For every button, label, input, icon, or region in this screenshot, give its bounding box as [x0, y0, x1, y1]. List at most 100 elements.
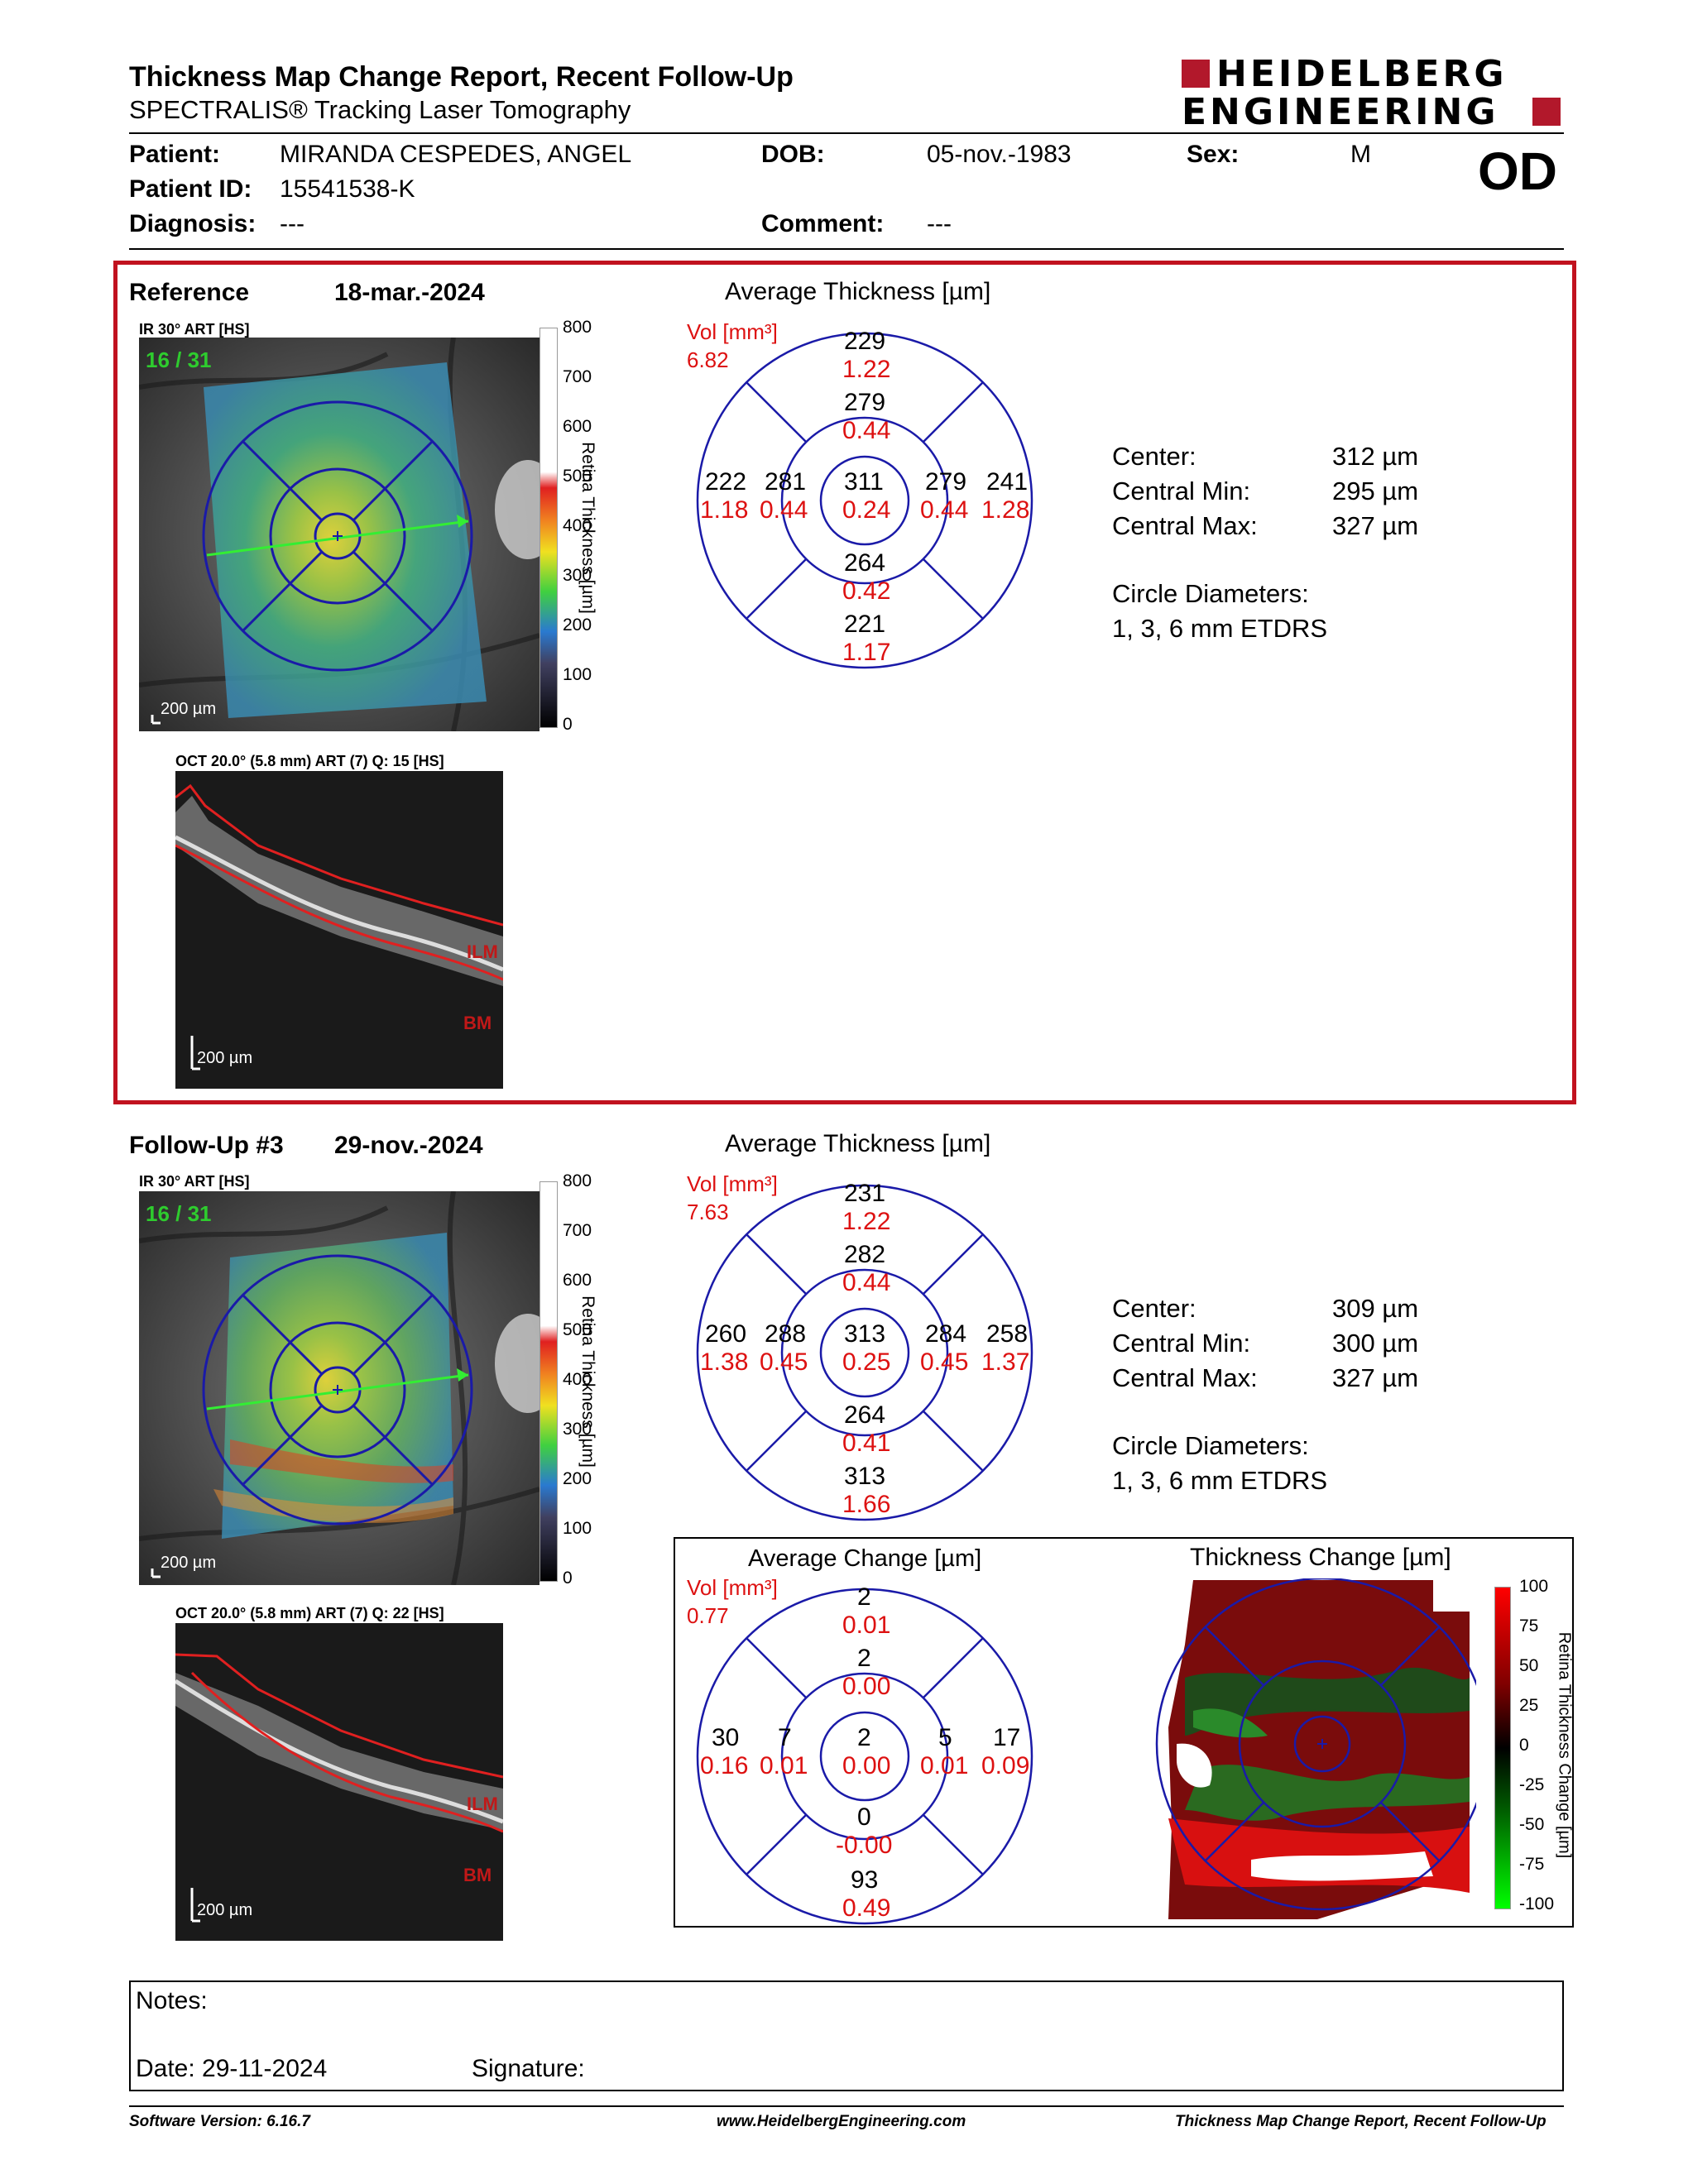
etdrs-outer-bottom-volume: 1.66 — [842, 1491, 891, 1518]
etdrs-inner-top-change: 2 — [857, 1645, 871, 1672]
etdrs-outer-right-volume-change: 0.09 — [981, 1752, 1030, 1779]
etdrs-outer-right-change: 17 — [993, 1724, 1021, 1751]
followup-label: Follow-Up #3 — [129, 1132, 284, 1159]
reference-frame — [113, 261, 1576, 1104]
etdrs-outer-left-volume-change: 0.16 — [700, 1752, 749, 1779]
oct-bscan-image: ILM BM 200 µm — [174, 771, 504, 1089]
etdrs-inner-bottom-change: 0 — [857, 1803, 871, 1831]
etdrs-inner-left-thickness: 288 — [765, 1320, 807, 1348]
etdrs-outer-right-volume: 1.28 — [981, 496, 1030, 524]
change-colorbar-tick: -25 — [1519, 1775, 1545, 1794]
etdrs-grid-reference — [695, 331, 1034, 670]
notes-box — [129, 1980, 1564, 2091]
avg-thickness-title: Average Thickness [µm] — [725, 1130, 991, 1157]
etdrs-outer-right-thickness: 258 — [986, 1320, 1029, 1348]
ir-fundus-image: 16 / 31 200 µm — [138, 1190, 561, 1586]
central-min-label: Central Min: — [1112, 477, 1251, 505]
etdrs-inner-bottom-volume-change: -0.00 — [836, 1832, 893, 1859]
date-label: Date: 29-11-2024 — [136, 2055, 328, 2082]
colorbar-tick: 600 — [563, 1271, 592, 1290]
etdrs-inner-right-change: 5 — [938, 1724, 952, 1751]
etdrs-outer-bottom-volume-change: 0.49 — [842, 1894, 891, 1922]
avg-thickness-title: Average Thickness [µm] — [725, 278, 991, 305]
change-colorbar-tick: -75 — [1519, 1855, 1545, 1874]
report-subtitle: SPECTRALIS® Tracking Laser Tomography — [129, 95, 631, 124]
etdrs-outer-top-thickness: 231 — [844, 1180, 886, 1207]
colorbar-tick: 500 — [563, 467, 592, 486]
oct-bscan-image: ILM BM 200 µm — [174, 1623, 504, 1941]
etdrs-grid-change — [695, 1587, 1034, 1926]
colorbar-tick: 700 — [563, 1221, 592, 1240]
circle-diameters-value: 1, 3, 6 mm ETDRS — [1112, 614, 1328, 643]
oct-scale-label: 200 µm — [197, 1049, 253, 1067]
etdrs-inner-top-volume: 0.44 — [842, 417, 891, 444]
diagnosis-value: --- — [280, 210, 305, 237]
colorbar-tick: 500 — [563, 1320, 592, 1339]
colorbar-tick: 300 — [563, 1420, 592, 1439]
center-label: Center: — [1112, 1294, 1196, 1323]
circle-diameters-label: Circle Diameters: — [1112, 579, 1309, 608]
colorbar-tick: 0 — [563, 1569, 573, 1588]
center-value: 312 µm — [1332, 442, 1419, 471]
etdrs-outer-left-thickness: 222 — [705, 468, 747, 496]
circle-diameters-value: 1, 3, 6 mm ETDRS — [1112, 1466, 1328, 1495]
thickness-change-title: Thickness Change [µm] — [1190, 1544, 1451, 1571]
change-colorbar-tick: 100 — [1519, 1577, 1549, 1596]
colorbar-tick: 400 — [563, 516, 592, 535]
colorbar-tick: 700 — [563, 367, 592, 386]
etdrs-inner-left-volume: 0.44 — [760, 496, 808, 524]
etdrs-inner-top-volume: 0.44 — [842, 1269, 891, 1296]
comment-value: --- — [927, 210, 952, 237]
ilm-label: ILM — [467, 941, 498, 962]
change-colorbar-tick: -50 — [1519, 1815, 1545, 1834]
etdrs-outer-left-thickness: 260 — [705, 1320, 747, 1348]
central-max-value: 327 µm — [1332, 511, 1419, 540]
reference-label: Reference — [129, 279, 250, 306]
etdrs-center-volume: 0.25 — [842, 1348, 891, 1376]
colorbar-tick: 100 — [563, 1519, 592, 1538]
etdrs-inner-right-thickness: 279 — [925, 468, 967, 496]
heidelberg-logo: HEIDELBERG ENGINEERING — [1182, 53, 1562, 133]
etdrs-outer-bottom-thickness: 313 — [844, 1463, 886, 1490]
change-colorbar — [1494, 1587, 1511, 1909]
circle-diameters-label: Circle Diameters: — [1112, 1431, 1309, 1460]
oct-scale-label: 200 µm — [197, 1901, 253, 1919]
change-colorbar-tick: -100 — [1519, 1894, 1555, 1913]
etdrs-inner-bottom-thickness: 264 — [844, 1401, 886, 1429]
total-volume: 7.63 — [687, 1200, 729, 1224]
etdrs-center-volume-change: 0.00 — [842, 1752, 891, 1779]
bm-label: BM — [463, 1865, 492, 1885]
colorbar-tick: 800 — [563, 318, 592, 337]
patient-id-label: Patient ID: — [129, 175, 252, 203]
etdrs-inner-left-change: 7 — [778, 1724, 792, 1751]
colorbar-tick: 200 — [563, 1469, 592, 1488]
vol-label: Vol [mm³] — [687, 1575, 778, 1600]
etdrs-outer-bottom-volume: 1.17 — [842, 639, 891, 666]
change-colorbar-tick: 50 — [1519, 1656, 1539, 1675]
etdrs-inner-right-volume: 0.45 — [920, 1348, 969, 1376]
colorbar-tick: 200 — [563, 615, 592, 635]
etdrs-outer-top-thickness: 229 — [844, 328, 886, 355]
avg-change-title: Average Change [µm] — [748, 1545, 982, 1572]
etdrs-inner-top-thickness: 279 — [844, 389, 886, 416]
ir-frame-counter: 16 / 31 — [146, 347, 212, 372]
etdrs-inner-bottom-volume: 0.41 — [842, 1430, 891, 1457]
etdrs-inner-top-thickness: 282 — [844, 1241, 886, 1268]
dob-value: 05-nov.-1983 — [927, 141, 1072, 168]
central-min-value: 300 µm — [1332, 1329, 1419, 1358]
etdrs-outer-top-change: 2 — [857, 1583, 871, 1611]
patient-name: MIRANDA CESPEDES, ANGEL — [280, 141, 632, 168]
colorbar-tick: 800 — [563, 1171, 592, 1190]
footer-url[interactable]: www.HeidelbergEngineering.com — [717, 2113, 966, 2130]
followup-date: 29-nov.-2024 — [334, 1132, 483, 1159]
colorbar-tick: 400 — [563, 1370, 592, 1389]
etdrs-center-volume: 0.24 — [842, 496, 891, 524]
software-version: Software Version: 6.16.7 — [129, 2113, 310, 2130]
total-volume-change: 0.77 — [687, 1603, 729, 1628]
center-value: 309 µm — [1332, 1294, 1419, 1323]
etdrs-outer-top-volume-change: 0.01 — [842, 1612, 891, 1639]
etdrs-center-thickness: 311 — [844, 468, 884, 496]
etdrs-outer-left-change: 30 — [712, 1724, 740, 1751]
etdrs-inner-right-volume-change: 0.01 — [920, 1752, 969, 1779]
colorbar-title: Retina Thickness [µm] — [578, 442, 597, 614]
